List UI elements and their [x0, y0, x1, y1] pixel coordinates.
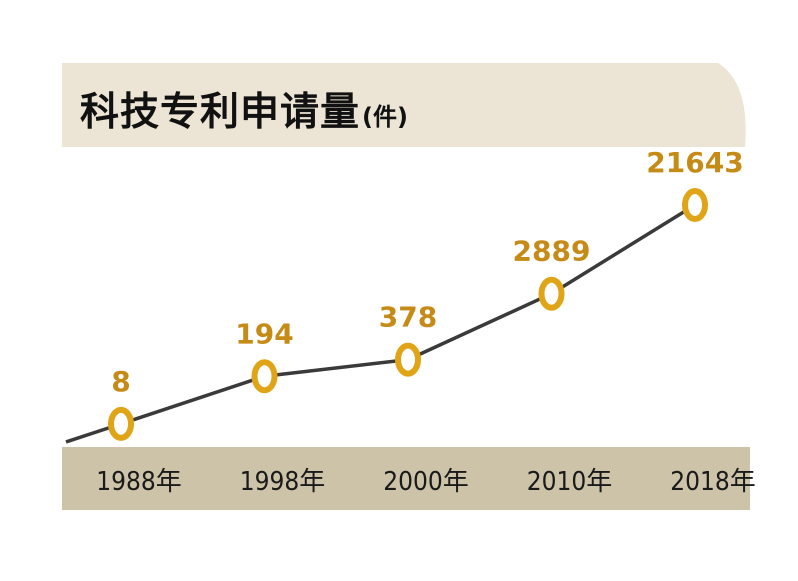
data-point-marker — [251, 359, 278, 394]
chart-card: 科技专利申请量 (件) — [62, 63, 750, 510]
data-point-marker — [682, 188, 708, 222]
data-value-label: 378 — [379, 301, 437, 334]
data-value-label: 194 — [235, 317, 293, 350]
chart-title: 科技专利申请量 (件) — [80, 81, 408, 135]
data-value-label: 2889 — [513, 235, 591, 268]
x-tick-label: 2000年 — [383, 467, 469, 497]
data-point-marker — [108, 406, 134, 441]
data-point-marker — [538, 276, 565, 311]
title-band — [62, 63, 750, 147]
x-tick-label: 2018年 — [670, 467, 756, 497]
data-value-label: 21643 — [646, 146, 743, 179]
x-tick-label: 1988年 — [96, 467, 182, 497]
title-band-corner — [718, 63, 750, 147]
x-tick-label: 2010年 — [527, 467, 613, 497]
x-tick-label: 1998年 — [240, 467, 326, 497]
data-value-label: 8 — [111, 365, 130, 398]
data-point-marker — [395, 342, 421, 377]
x-axis-band — [62, 447, 750, 510]
chart-title-text: 科技专利申请量 — [80, 90, 361, 135]
chart-unit-text: (件) — [362, 103, 408, 131]
